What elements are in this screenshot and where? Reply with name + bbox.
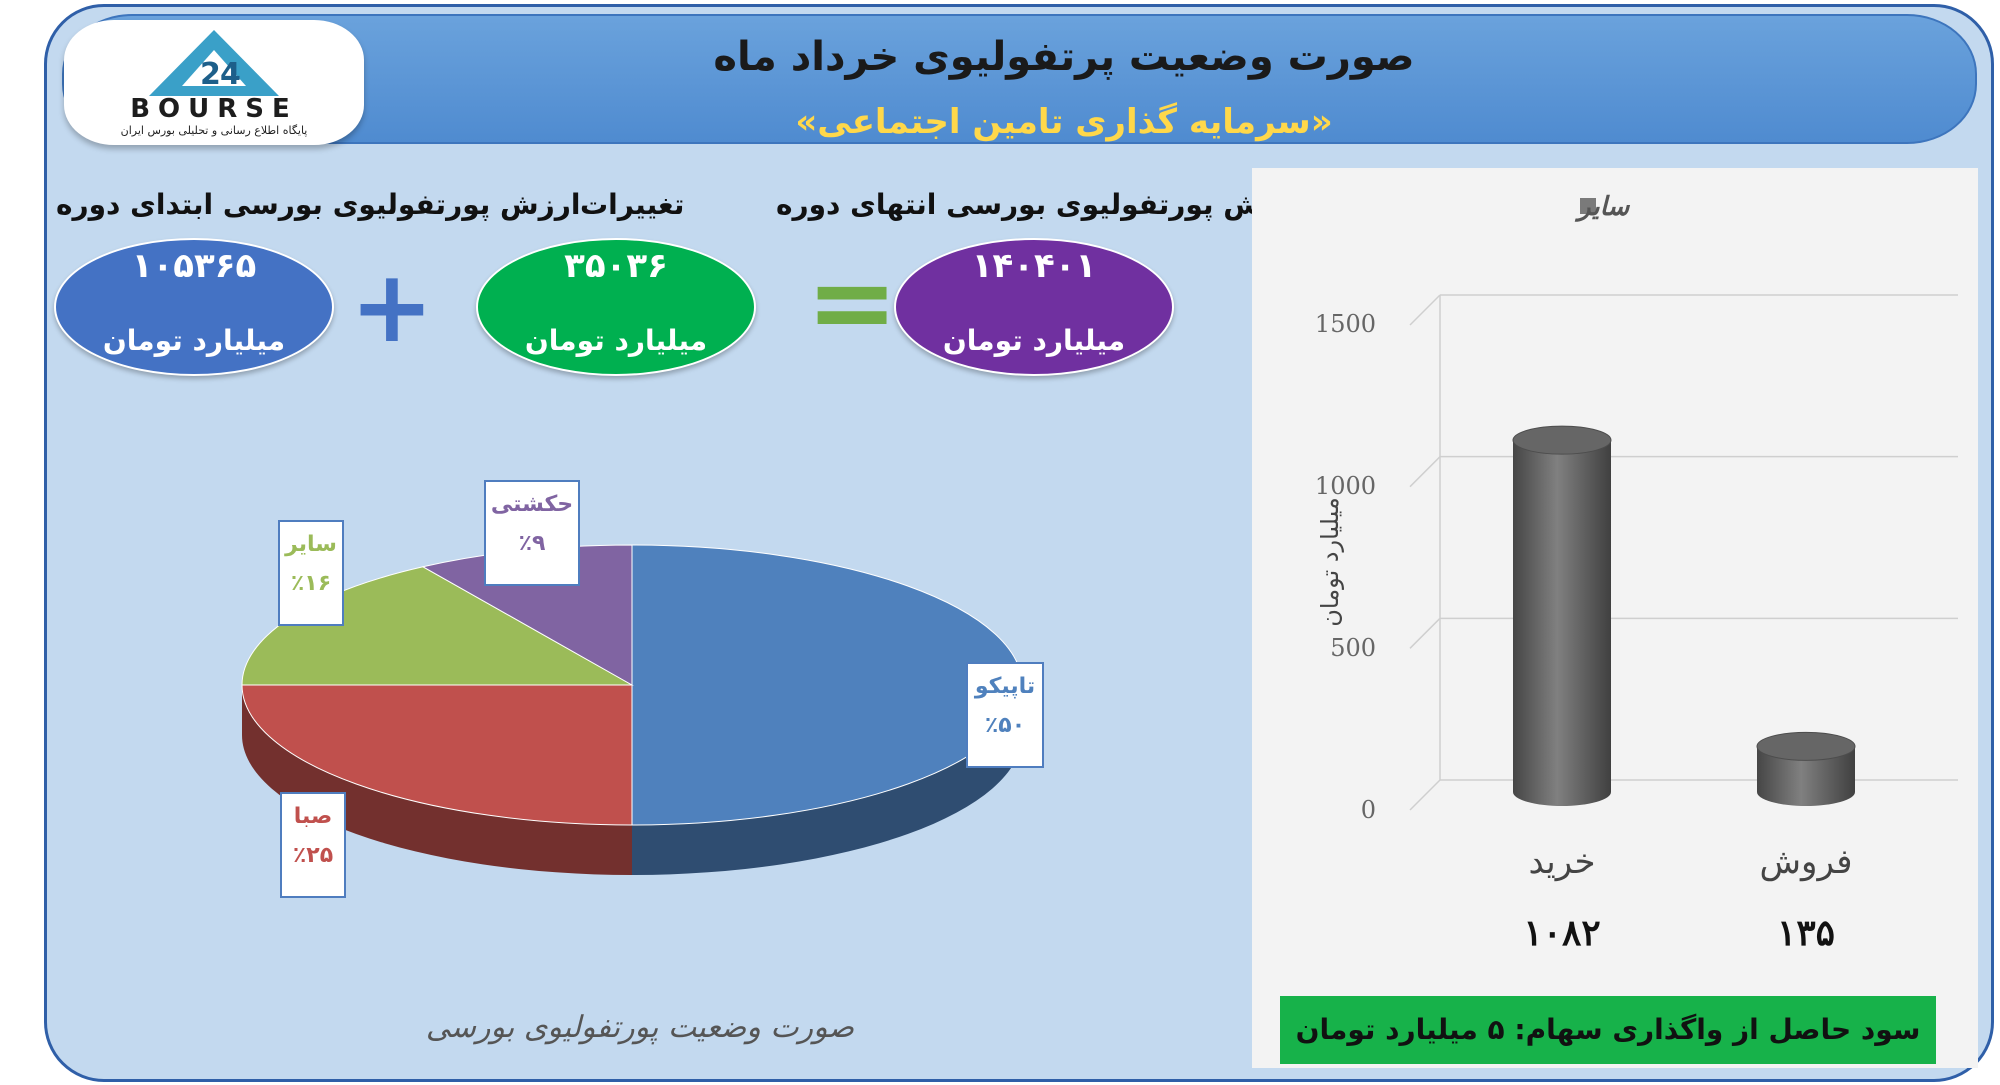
bar-1 (1756, 731, 1856, 806)
equals-sign: = (806, 238, 899, 366)
change-label: تغییرات (580, 188, 685, 221)
category-label-buy: خرید (1528, 842, 1596, 882)
start-value: ۱۰۵۳۶۵ (131, 246, 257, 286)
end-value: ۱۴۰۴۰۱ (971, 246, 1097, 286)
bar-body-1 (1757, 746, 1855, 806)
pie-caption: صورت وضعیت پورتفولیوی بورسی (425, 1010, 855, 1045)
svg-text:2: 2 (200, 57, 221, 92)
plus-sign: + (350, 248, 434, 365)
end-value-ellipse: ۱۴۰۴۰۱ میلیارد تومان (894, 238, 1174, 376)
start-value-ellipse: ۱۰۵۳۶۵ میلیارد تومان (54, 238, 334, 376)
pie-label-percent: ٪۲۵ (292, 843, 334, 868)
y-tick-1500: 1500 (1314, 310, 1376, 338)
pie-slice-1 (241, 684, 633, 826)
y-tick-0: 0 (1360, 796, 1376, 824)
header-bar: صورت وضعیت پرتفولیوی خرداد ماه «سرمایه گ… (62, 14, 1977, 144)
bar-cap-0 (1512, 425, 1612, 455)
pie-label-tapiko: تاپیکو ٪۵۰ (966, 662, 1044, 768)
grid-diag-0 (1409, 779, 1441, 811)
y-axis-label: میلیارد تومان (1316, 497, 1344, 627)
bar-body-0 (1513, 440, 1611, 806)
pie-label-percent: ٪۹ (518, 531, 546, 556)
bar-value-sell: ۱۳۵ (1776, 912, 1835, 954)
logo-tagline: پایگاه اطلاع رسانی و تحلیلی بورس ایران (120, 124, 308, 137)
grid-diag-1 (1409, 617, 1441, 649)
category-label-sell: فروش (1759, 842, 1853, 882)
end-value-label: ارزش پورتفولیوی بورسی انتهای دوره (776, 188, 1304, 221)
start-value-label: ارزش پورتفولیوی بورسی ابتدای دوره (56, 188, 581, 221)
end-value-unit: میلیارد تومان (942, 324, 1126, 357)
logo-text: BOURSE (130, 94, 298, 124)
grid-diag-2 (1409, 456, 1441, 488)
profit-banner: سود حاصل از واگذاری سهام: ۵ میلیارد توما… (1280, 996, 1936, 1064)
bar-value-buy: ۱۰۸۲ (1523, 912, 1601, 954)
pie-label-name: صبا (293, 804, 333, 829)
pie-label-hakashti: حکشتی ٪۹ (484, 480, 580, 586)
pie-label-name: تاپیکو (974, 674, 1036, 699)
svg-text:4: 4 (220, 57, 241, 92)
pie-label-name: حکشتی (490, 492, 574, 517)
grid-diag-3 (1409, 294, 1441, 326)
change-value: ۳۵۰۳۶ (564, 246, 668, 286)
pie-slice-side-0 (632, 685, 1022, 875)
y-tick-500: 500 (1330, 634, 1376, 662)
change-unit: میلیارد تومان (524, 324, 708, 357)
y-tick-1000: 1000 (1314, 472, 1376, 500)
page-title: صورت وضعیت پرتفولیوی خرداد ماه (713, 34, 1415, 80)
logo-mark-icon: 2 4 (149, 30, 279, 96)
legend-item: سایر (1578, 192, 1630, 222)
pie-label-percent: ٪۱۶ (290, 571, 332, 596)
pie-label-saba: صبا ٪۲۵ (280, 792, 346, 898)
bar-0 (1512, 425, 1612, 806)
pie-label-sayer: سایر ٪۱۶ (278, 520, 344, 626)
page-subtitle: «سرمایه گذاری تامین اجتماعی» (795, 102, 1333, 142)
legend-swatch (1580, 198, 1596, 214)
bourse-logo: 2 4 BOURSE پایگاه اطلاع رسانی و تحلیلی ب… (64, 20, 364, 145)
start-value-unit: میلیارد تومان (102, 324, 286, 357)
pie-label-name: سایر (285, 532, 337, 557)
bar-cap-1 (1756, 731, 1856, 761)
pie-label-percent: ٪۵۰ (984, 713, 1026, 738)
change-ellipse: ۳۵۰۳۶ میلیارد تومان (476, 238, 756, 376)
